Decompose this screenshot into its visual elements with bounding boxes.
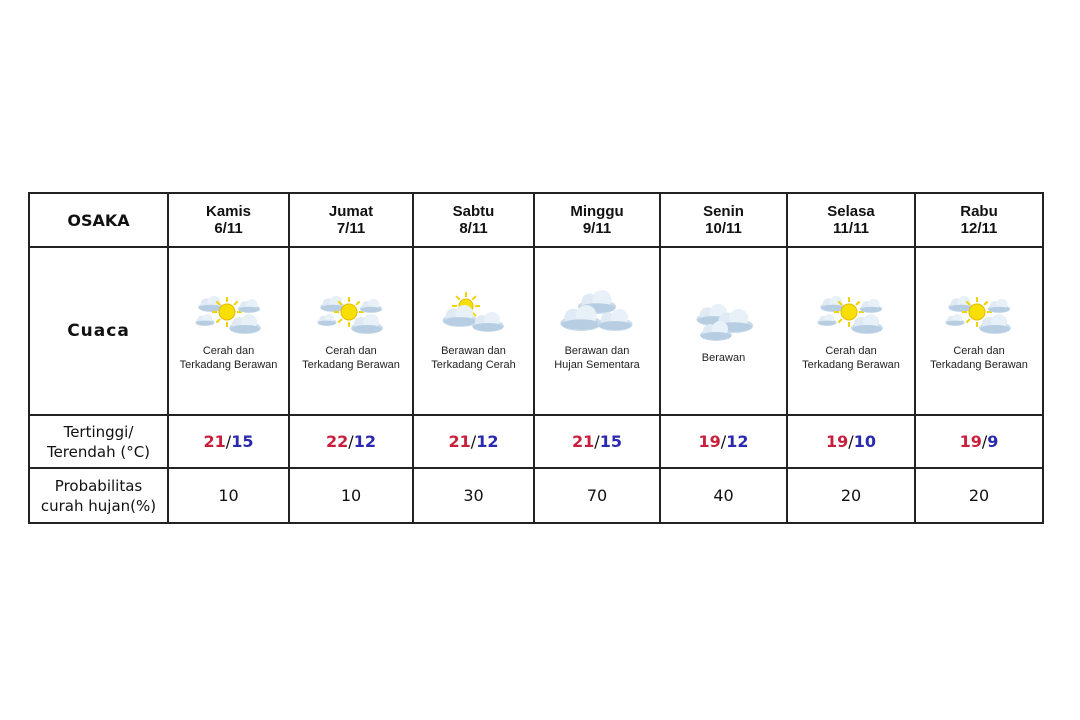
- day-date: 11/11: [833, 220, 869, 237]
- temp-cell: 22/12: [288, 414, 414, 469]
- separator: /: [848, 432, 854, 451]
- weather-description: Cerah dan Terkadang Berawan: [788, 344, 914, 372]
- weather-forecast-table: OSAKA Kamis 6/11 Jumat 7/11 Sabtu 8/11 Minggu 9/…: [28, 192, 1044, 524]
- day-name: Kamis: [205, 203, 252, 220]
- weather-cell: Cerah dan Terkadang Berawan: [914, 246, 1044, 416]
- cloud-rain-icon: [560, 290, 633, 331]
- temp-row-label: Tertinggi/Terendah (°C): [28, 414, 169, 469]
- temp-low: 10: [853, 432, 876, 451]
- day-date: 6/11: [214, 220, 243, 237]
- separator: /: [720, 432, 727, 451]
- weather-cell: Berawan: [659, 246, 788, 416]
- desc-line: Terkadang Berawan: [930, 359, 1028, 371]
- separator: /: [981, 432, 988, 451]
- city-name: OSAKA: [28, 192, 169, 248]
- day-date: 10/11: [705, 220, 742, 237]
- day-date: 9/11: [582, 220, 612, 237]
- temp-high: 19: [959, 432, 982, 451]
- sun-cloud-icon: [317, 296, 383, 334]
- day-header: Sabtu 8/11: [412, 192, 535, 248]
- day-header: Selasa 11/11: [786, 192, 916, 248]
- temp-cell: 19/12: [659, 414, 788, 469]
- sun-cloud-icon: [817, 296, 883, 334]
- weather-description: Berawan dan Hujan Sementara: [535, 344, 659, 372]
- desc-line: Cerah dan: [825, 345, 877, 357]
- label-line: Tertinggi/: [63, 422, 134, 441]
- desc-line: Terkadang Berawan: [179, 359, 278, 371]
- day-header: Rabu 12/11: [914, 192, 1044, 248]
- day-header: Kamis 6/11: [167, 192, 290, 248]
- separator: /: [594, 432, 600, 451]
- desc-line: Berawan dan: [441, 345, 506, 357]
- desc-line: Berawan dan: [564, 345, 630, 357]
- rain-probability: 40: [659, 467, 788, 524]
- temp-high: 22: [326, 432, 349, 451]
- desc-line: Terkadang Berawan: [802, 359, 900, 371]
- temp-cell: 19/10: [786, 414, 916, 469]
- day-name: Selasa: [827, 203, 875, 220]
- separator: /: [470, 432, 477, 451]
- rain-probability: 30: [412, 467, 535, 524]
- temp-cell: 21/15: [533, 414, 661, 469]
- temp-low: 15: [231, 432, 254, 451]
- rain-probability: 70: [533, 467, 661, 524]
- sun-cloud-icon: [194, 296, 261, 334]
- desc-line: Cerah dan: [202, 345, 255, 357]
- temp-high: 19: [698, 432, 721, 451]
- weather-cell: Cerah dan Terkadang Berawan: [167, 246, 290, 416]
- day-name: Sabtu: [452, 203, 495, 220]
- weather-cell: Berawan dan Terkadang Cerah: [412, 246, 535, 416]
- rain-probability: 10: [288, 467, 414, 524]
- label-line: curah hujan(%): [40, 496, 157, 515]
- weather-description: Berawan dan Terkadang Cerah: [414, 344, 533, 372]
- desc-line: Terkadang Berawan: [302, 359, 400, 371]
- desc-line: Hujan Sementara: [554, 359, 640, 371]
- day-date: 8/11: [459, 220, 488, 237]
- weather-cell: Berawan dan Hujan Sementara: [533, 246, 661, 416]
- temp-high: 21: [572, 432, 595, 451]
- weather-description: Cerah dan Terkadang Berawan: [169, 344, 288, 372]
- weather-cell: Cerah dan Terkadang Berawan: [288, 246, 414, 416]
- sun-cloud-icon: [945, 296, 1011, 334]
- day-header: Jumat 7/11: [288, 192, 414, 248]
- weather-cell: Cerah dan Terkadang Berawan: [786, 246, 916, 416]
- day-date: 7/11: [336, 220, 366, 237]
- day-name: Minggu: [570, 203, 624, 220]
- temp-low: 12: [726, 432, 749, 451]
- rain-probability: 20: [914, 467, 1044, 524]
- temp-cell: 21/12: [412, 414, 535, 469]
- prob-row-label: Probabilitas curah hujan(%): [28, 467, 169, 524]
- rain-probability: 20: [786, 467, 916, 524]
- temp-high: 21: [203, 432, 226, 451]
- temp-cell: 21/15: [167, 414, 290, 469]
- desc-line: Cerah dan: [325, 345, 377, 357]
- separator: /: [348, 432, 354, 451]
- temp-high: 21: [448, 432, 471, 451]
- temp-high: 19: [826, 432, 849, 451]
- desc-line: Terkadang Cerah: [431, 359, 516, 371]
- temp-low: 12: [353, 432, 376, 451]
- rain-probability: 10: [167, 467, 290, 524]
- temp-low: 12: [476, 432, 499, 451]
- label-line: Terendah (°C): [46, 442, 151, 461]
- temp-low: 15: [599, 432, 622, 451]
- day-name: Rabu: [960, 203, 998, 220]
- day-name: Jumat: [328, 203, 374, 220]
- day-header: Senin 10/11: [659, 192, 788, 248]
- day-name: Senin: [703, 203, 744, 220]
- weather-description: Cerah dan Terkadang Berawan: [916, 344, 1042, 372]
- weather-description: Berawan: [661, 351, 786, 365]
- separator: /: [225, 432, 232, 451]
- temp-low: 9: [987, 432, 999, 451]
- temp-cell: 19/9: [914, 414, 1044, 469]
- desc-line: Cerah dan: [953, 345, 1005, 357]
- cloud-icon: [695, 304, 753, 341]
- day-date: 12/11: [960, 220, 998, 237]
- day-header: Minggu 9/11: [533, 192, 661, 248]
- weather-description: Cerah dan Terkadang Berawan: [290, 344, 412, 372]
- cloud-sun-icon: [441, 292, 504, 332]
- label-line: Probabilitas: [54, 476, 143, 495]
- desc-line: Berawan: [701, 352, 746, 364]
- weather-row-label: Cuaca: [28, 246, 169, 416]
